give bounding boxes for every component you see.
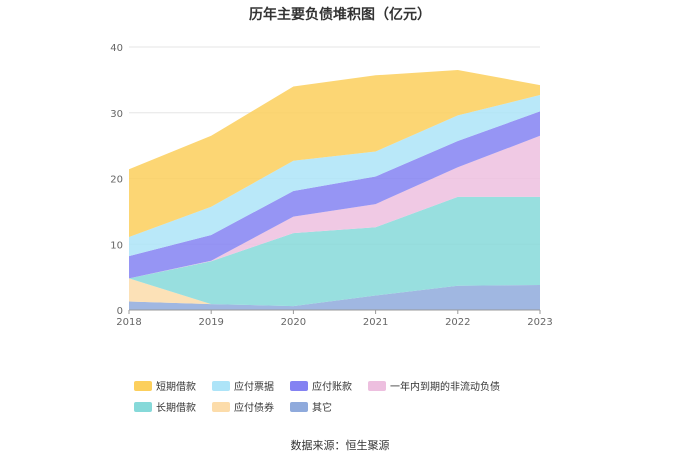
x-tick-label: 2022 xyxy=(445,317,470,328)
legend-swatch xyxy=(134,380,152,391)
legend-label: 其它 xyxy=(312,403,332,414)
legend-item[interactable]: 长期借款 xyxy=(134,399,196,414)
legend-item[interactable]: 短期借款 xyxy=(134,378,196,393)
x-tick-label: 2019 xyxy=(198,317,223,328)
legend-item[interactable]: 应付债券 xyxy=(212,399,274,414)
x-tick-label: 2020 xyxy=(281,317,306,328)
axes: 0 10 20 30 40 2018 2019 2020 2021 2022 2023 xyxy=(110,43,552,328)
legend-label: 短期借款 xyxy=(156,382,196,393)
y-tick-label: 40 xyxy=(110,43,123,54)
legend-swatch xyxy=(368,380,386,391)
legend-label: 一年内到期的非流动负债 xyxy=(390,382,500,393)
x-tick-label: 2021 xyxy=(363,317,388,328)
legend-label: 应付债券 xyxy=(234,403,274,414)
legend-item[interactable]: 其它 xyxy=(290,399,332,414)
legend-swatch xyxy=(290,401,308,412)
y-tick-label: 0 xyxy=(117,306,123,317)
y-tick-label: 10 xyxy=(110,240,123,251)
data-source-note: 数据来源：恒生聚源 xyxy=(290,439,390,452)
legend-label: 应付账款 xyxy=(312,382,352,393)
x-tick-label: 2018 xyxy=(116,317,141,328)
area-series-2 xyxy=(129,196,540,307)
legend-label: 应付票据 xyxy=(234,382,274,393)
chart-legend: 短期借款 应付票据 应付账款 一年内到期的非流动负债长期借款 应付债券 其它 xyxy=(134,378,574,414)
legend-label: 长期借款 xyxy=(156,403,196,414)
area-series-5 xyxy=(129,95,540,257)
legend-item[interactable]: 应付账款 xyxy=(290,378,352,393)
legend-swatch xyxy=(212,401,230,412)
area-series-6 xyxy=(129,70,540,237)
legend-item[interactable]: 一年内到期的非流动负债 xyxy=(368,378,500,393)
legend-item[interactable]: 应付票据 xyxy=(212,378,274,393)
y-tick-label: 20 xyxy=(110,175,123,186)
legend-swatch xyxy=(134,401,152,412)
area-series xyxy=(129,70,540,310)
chart-title: 历年主要负债堆积图（亿元） xyxy=(249,7,431,23)
area-series-4 xyxy=(129,111,540,279)
legend-swatch xyxy=(212,380,230,391)
x-tick-label: 2023 xyxy=(527,317,552,328)
y-tick-label: 30 xyxy=(110,109,123,120)
legend-swatch xyxy=(290,380,308,391)
area-series-0 xyxy=(129,285,540,310)
